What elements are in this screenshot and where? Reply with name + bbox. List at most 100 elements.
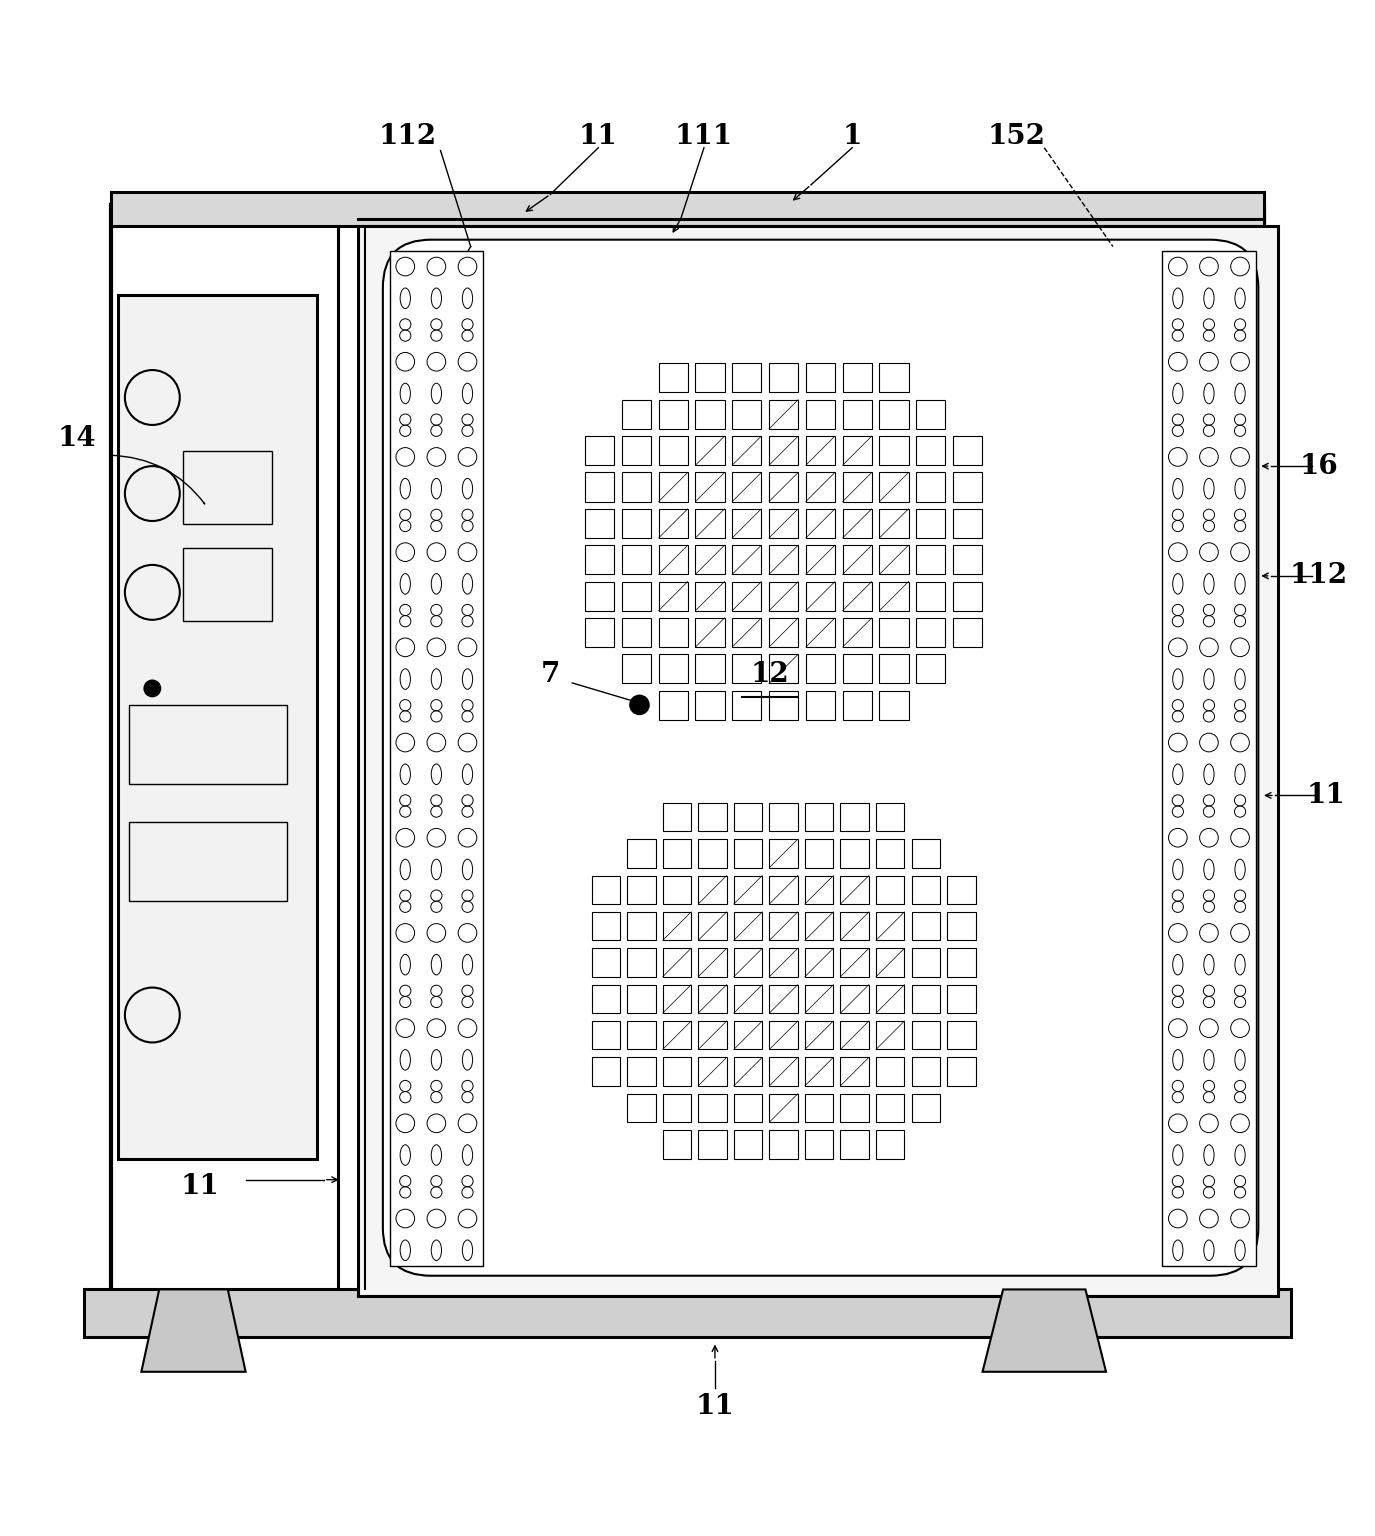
Bar	[622, 582, 650, 611]
Bar	[734, 1130, 762, 1158]
Bar	[947, 985, 975, 1014]
Bar	[876, 803, 905, 831]
Bar	[733, 545, 762, 574]
Bar	[591, 1021, 620, 1049]
Bar	[733, 508, 762, 538]
Text: 11: 11	[1306, 782, 1345, 809]
Bar	[389, 250, 483, 1266]
Bar	[843, 508, 872, 538]
Bar	[663, 912, 692, 940]
Bar	[769, 473, 798, 502]
Bar	[627, 985, 656, 1014]
Bar	[806, 436, 835, 465]
Bar	[591, 948, 620, 977]
Circle shape	[144, 680, 161, 697]
Bar	[843, 691, 872, 720]
Bar	[733, 582, 762, 611]
Bar	[698, 803, 726, 831]
Bar	[733, 399, 762, 429]
Bar	[769, 364, 798, 393]
Bar	[876, 1094, 905, 1123]
Text: 11: 11	[579, 123, 617, 151]
Bar	[734, 876, 762, 905]
Bar	[770, 803, 798, 831]
Bar	[698, 985, 726, 1014]
Bar	[698, 876, 726, 905]
Bar	[912, 985, 940, 1014]
Bar	[804, 876, 833, 905]
Bar	[769, 617, 798, 647]
Bar	[916, 654, 945, 684]
Bar	[843, 654, 872, 684]
Bar	[806, 582, 835, 611]
Bar	[953, 582, 982, 611]
Bar	[696, 364, 725, 393]
Bar	[659, 399, 688, 429]
Bar	[696, 508, 725, 538]
Bar	[840, 1130, 869, 1158]
Bar	[769, 436, 798, 465]
Bar	[769, 545, 798, 574]
Bar	[770, 1130, 798, 1158]
Bar	[734, 1057, 762, 1086]
Bar	[840, 876, 869, 905]
Bar	[806, 508, 835, 538]
Bar	[806, 545, 835, 574]
Bar	[591, 876, 620, 905]
Text: 12: 12	[751, 660, 789, 688]
Bar	[770, 1057, 798, 1086]
Bar	[84, 1289, 1291, 1338]
Bar	[840, 948, 869, 977]
Bar	[358, 226, 1277, 1296]
Bar	[591, 912, 620, 940]
Bar	[622, 399, 650, 429]
Bar	[876, 1130, 905, 1158]
Bar	[912, 839, 940, 868]
Bar	[840, 1021, 869, 1049]
Bar	[840, 985, 869, 1014]
Bar	[916, 617, 945, 647]
Bar	[698, 912, 726, 940]
Bar	[947, 948, 975, 977]
Bar	[622, 436, 650, 465]
Bar	[880, 364, 909, 393]
Bar	[840, 803, 869, 831]
Bar	[622, 473, 650, 502]
Bar	[806, 473, 835, 502]
Bar	[663, 948, 692, 977]
Bar	[876, 948, 905, 977]
Bar	[840, 1094, 869, 1123]
Bar	[734, 948, 762, 977]
Bar	[696, 691, 725, 720]
Bar	[880, 617, 909, 647]
Bar	[696, 399, 725, 429]
Bar	[584, 582, 615, 611]
Bar	[769, 399, 798, 429]
Bar	[804, 1130, 833, 1158]
Bar	[584, 508, 615, 538]
Polygon shape	[983, 1289, 1106, 1372]
Bar	[698, 839, 726, 868]
Bar	[129, 705, 287, 785]
Bar	[769, 691, 798, 720]
Bar	[129, 822, 287, 902]
Bar	[733, 364, 762, 393]
Bar	[698, 948, 726, 977]
Bar	[843, 364, 872, 393]
Bar	[876, 876, 905, 905]
Bar	[659, 508, 688, 538]
Bar	[916, 582, 945, 611]
Text: 16: 16	[1299, 453, 1338, 479]
Bar	[880, 654, 909, 684]
Bar	[627, 1021, 656, 1049]
Bar	[696, 473, 725, 502]
Bar	[843, 617, 872, 647]
Bar	[806, 364, 835, 393]
Bar	[840, 1057, 869, 1086]
Bar	[804, 912, 833, 940]
Bar	[876, 1021, 905, 1049]
Bar	[947, 876, 975, 905]
Bar	[770, 985, 798, 1014]
Bar	[769, 582, 798, 611]
Bar	[698, 1021, 726, 1049]
